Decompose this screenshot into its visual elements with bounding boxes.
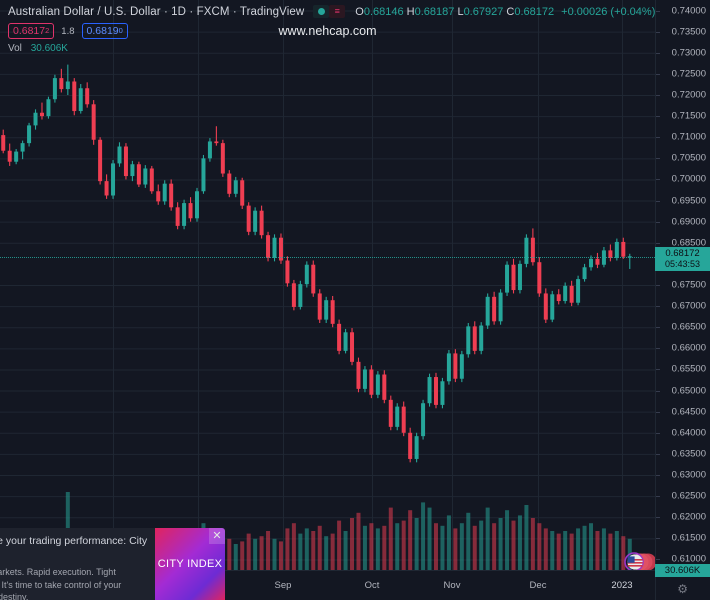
price-axis-label: 0.67000 xyxy=(671,300,706,312)
price-axis-tick xyxy=(656,179,660,181)
price-axis-tick xyxy=(656,242,660,244)
price-axis-tick xyxy=(656,10,660,12)
price-axis-label: 0.70000 xyxy=(671,173,706,185)
price-axis-label: 0.63500 xyxy=(671,448,706,460)
price-axis-tick xyxy=(656,475,660,476)
price-axis-tick xyxy=(656,73,660,75)
price-axis-label: 0.72500 xyxy=(671,68,706,80)
price-axis-label: 0.70500 xyxy=(671,152,706,164)
price-axis-tick xyxy=(656,559,660,561)
price-axis-tick xyxy=(656,285,660,286)
chart-pane[interactable] xyxy=(0,0,655,570)
price-axis[interactable]: 0.68172 05:43:53 30.606K ⚙ 0.74000 0.7350… xyxy=(655,0,710,600)
time-axis-label: Dec xyxy=(529,580,547,591)
price-axis-tick xyxy=(656,31,660,33)
price-axis-label: 0.66000 xyxy=(671,342,706,354)
price-axis-label: 0.71000 xyxy=(671,131,706,143)
promo-title-line2: x xyxy=(0,548,149,561)
promo-body: + markets. Rapid execution. Tight ads. I… xyxy=(0,566,149,600)
price-axis-tick xyxy=(656,158,660,160)
promo-body-line3: cial destiny. xyxy=(0,592,29,600)
price-axis-tick xyxy=(656,327,660,329)
price-axis-tick xyxy=(656,200,660,202)
time-axis-label: 2023 xyxy=(611,580,633,591)
time-axis-label: Nov xyxy=(443,580,461,591)
price-axis-tick xyxy=(656,369,660,371)
price-axis-label: 0.62000 xyxy=(671,511,706,523)
price-axis-label: 0.68500 xyxy=(671,237,706,249)
price-axis-label: 0.67500 xyxy=(671,279,706,291)
price-axis-tick xyxy=(656,538,660,540)
promo-banner[interactable]: rade your trading performance: City x + … xyxy=(0,528,225,600)
promo-brand-label: CITY INDEX xyxy=(157,558,223,570)
bar-countdown: 05:43:53 xyxy=(664,258,701,269)
price-axis-tick xyxy=(656,432,660,434)
price-axis-label: 0.69500 xyxy=(671,195,706,207)
price-axis-label: 0.69000 xyxy=(671,216,706,228)
price-axis-label: 0.64000 xyxy=(671,427,706,439)
price-axis-tick xyxy=(656,411,660,413)
price-axis-label: 0.72000 xyxy=(671,89,706,101)
price-axis-label: 0.61500 xyxy=(671,532,706,544)
price-axis-label: 0.73000 xyxy=(671,47,706,59)
price-axis-label: 0.64500 xyxy=(671,406,706,418)
price-axis-tick xyxy=(656,221,660,223)
price-axis-tick xyxy=(656,453,660,455)
price-axis-tick xyxy=(656,137,660,139)
price-axis-tick xyxy=(656,95,660,96)
time-axis-label: Sep xyxy=(274,580,292,591)
current-price-line xyxy=(0,256,655,258)
time-axis-label: Oct xyxy=(364,580,380,591)
promo-title: rade your trading performance: City x xyxy=(0,535,149,561)
price-axis-label: 0.65000 xyxy=(671,385,706,397)
price-axis-tick xyxy=(656,348,660,350)
price-axis-label: 0.71500 xyxy=(671,110,706,122)
current-price-badge: 0.68172 05:43:53 xyxy=(655,246,710,271)
price-axis-tick xyxy=(656,390,660,392)
fxcm-broker-badge-icon[interactable] xyxy=(618,551,662,573)
promo-text-block: rade your trading performance: City x + … xyxy=(0,528,155,600)
price-axis-tick xyxy=(656,496,660,498)
candlestick-series xyxy=(1,64,632,463)
promo-brand-tile[interactable]: CITY INDEX ✕ xyxy=(155,528,225,600)
close-icon[interactable]: ✕ xyxy=(209,528,225,544)
promo-body-line1: + markets. Rapid execution. Tight xyxy=(0,567,116,577)
price-axis-label: 0.74000 xyxy=(671,5,706,17)
gear-icon[interactable]: ⚙ xyxy=(677,582,688,596)
promo-title-line1: rade your trading performance: City xyxy=(0,535,148,547)
price-axis-label: 0.73500 xyxy=(671,26,706,38)
volume-badge: 30.606K xyxy=(655,564,710,577)
price-axis-label: 0.61000 xyxy=(671,553,706,565)
current-price-value: 0.68172 xyxy=(665,247,700,259)
promo-body-line2: ads. It's time to take control of your xyxy=(0,579,122,590)
price-axis-label: 0.65500 xyxy=(671,363,706,375)
price-axis-tick xyxy=(656,306,660,308)
price-axis-tick xyxy=(656,517,660,519)
price-axis-label: 0.62500 xyxy=(671,490,706,502)
price-axis-label: 0.63000 xyxy=(671,469,706,481)
price-axis-tick xyxy=(656,52,660,54)
price-axis-tick xyxy=(656,116,660,118)
price-axis-label: 0.66500 xyxy=(671,321,706,333)
